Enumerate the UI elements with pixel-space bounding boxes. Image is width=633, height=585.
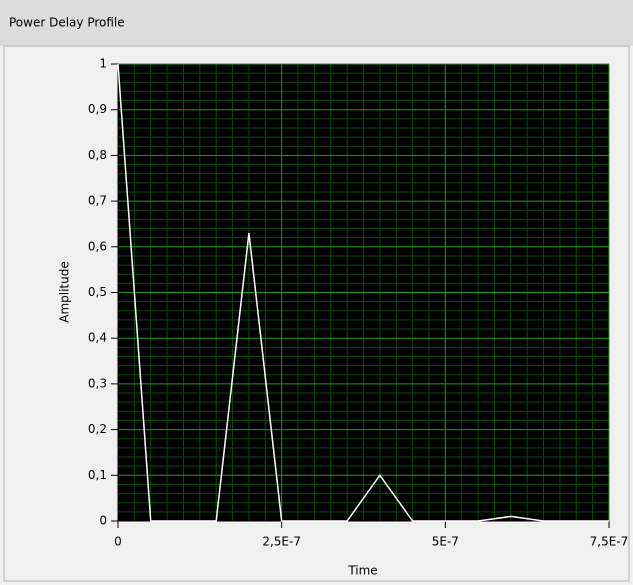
- y-tick-label: 0,3: [88, 376, 107, 390]
- data-line: [117, 63, 609, 522]
- y-tick-label: 0,4: [88, 331, 107, 345]
- x-tick-label: 5E-7: [432, 535, 459, 549]
- y-tick-label: 0: [99, 514, 107, 528]
- y-tick-label: 0,7: [88, 194, 107, 208]
- y-tick-label: 0,9: [88, 102, 107, 116]
- graph-title: Power Delay Profile: [9, 16, 125, 30]
- title-bar: [0, 0, 633, 46]
- x-tick-label: 0: [114, 535, 122, 549]
- y-axis-label: Amplitude: [58, 261, 72, 323]
- y-tick-label: 0,1: [88, 468, 107, 482]
- y-tick-label: 0,2: [88, 422, 107, 436]
- x-axis-label: Time: [347, 564, 377, 578]
- x-tick-label: 2,5E-7: [262, 535, 301, 549]
- y-tick-label: 0,8: [88, 148, 107, 162]
- y-tick-label: 1: [99, 57, 107, 71]
- y-tick-label: 0,5: [88, 285, 107, 299]
- y-tick-label: 0,6: [88, 239, 107, 253]
- x-tick-label: 7,5E-7: [590, 535, 629, 549]
